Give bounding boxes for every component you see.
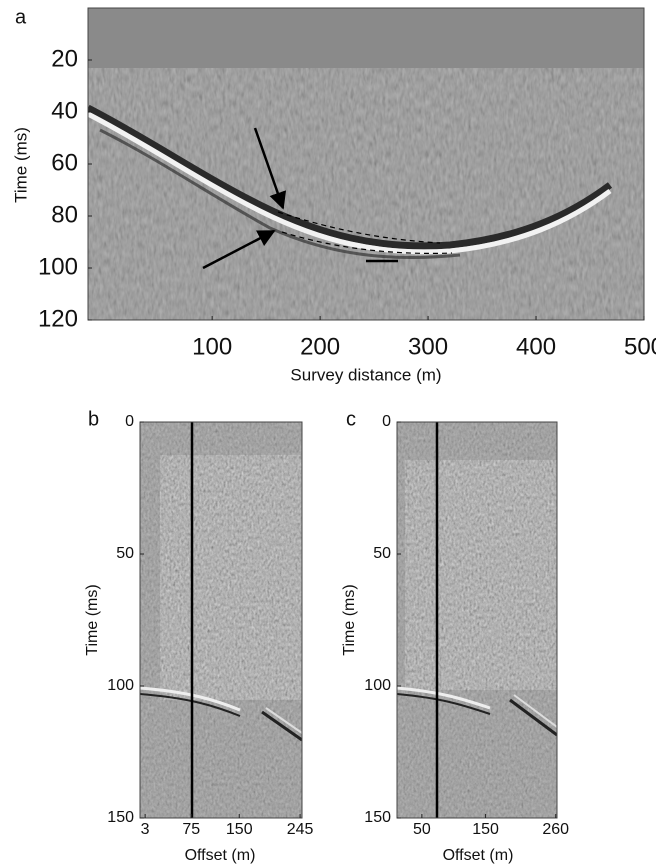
x-axis-label: Offset (m) xyxy=(185,847,256,864)
y-axis-label: Time (ms) xyxy=(11,127,30,203)
panel-label: c xyxy=(346,408,356,430)
x-tick-label: 150 xyxy=(226,821,253,838)
x-tick-label: 500 xyxy=(624,333,656,360)
x-tick-label: 200 xyxy=(300,333,340,360)
y-tick-label: 80 xyxy=(51,201,78,228)
x-tick-label: 75 xyxy=(182,821,200,838)
image-frame xyxy=(139,421,303,819)
x-tick-label: 50 xyxy=(413,821,431,838)
panel-label: a xyxy=(15,6,27,28)
y-tick-label: 40 xyxy=(51,97,78,124)
seismic-image-c xyxy=(397,422,557,818)
y-tick-label: 100 xyxy=(38,253,78,280)
y-tick-label: 60 xyxy=(51,149,78,176)
y-tick-label: 120 xyxy=(38,305,78,332)
x-axis-label: Offset (m) xyxy=(443,847,514,864)
y-axis-label: Time (ms) xyxy=(341,584,358,655)
x-tick-label: 260 xyxy=(542,821,569,838)
y-tick-label: 50 xyxy=(373,545,391,562)
x-axis-label: Survey distance (m) xyxy=(290,365,441,384)
y-tick-label: 0 xyxy=(125,413,134,430)
y-axis-label: Time (ms) xyxy=(84,584,101,655)
x-tick-label: 150 xyxy=(472,821,499,838)
panel-label: b xyxy=(88,408,99,430)
y-tick-label: 20 xyxy=(51,45,78,72)
y-tick-label: 100 xyxy=(107,677,134,694)
x-tick-label: 100 xyxy=(192,333,232,360)
y-tick-label: 100 xyxy=(364,677,391,694)
seismic-image-b xyxy=(140,422,302,818)
y-tick-label: 0 xyxy=(382,413,391,430)
x-tick-label: 400 xyxy=(516,333,556,360)
x-tick-label: 3 xyxy=(141,821,150,838)
image-frame xyxy=(396,421,558,819)
y-tick-label: 50 xyxy=(116,545,134,562)
seismic-image-a xyxy=(88,8,644,320)
y-tick-label: 150 xyxy=(107,809,134,826)
x-tick-label: 245 xyxy=(287,821,314,838)
y-tick-label: 150 xyxy=(364,809,391,826)
x-tick-label: 300 xyxy=(408,333,448,360)
